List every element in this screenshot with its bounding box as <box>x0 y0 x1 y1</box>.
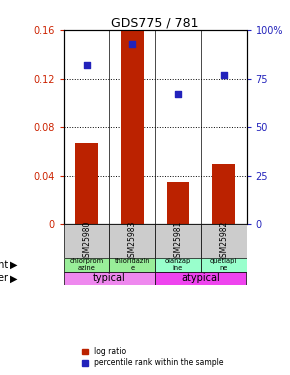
Point <box>84 62 89 68</box>
Text: thioridazin
e: thioridazin e <box>115 258 150 272</box>
Point <box>221 72 226 78</box>
Text: typical: typical <box>93 273 126 284</box>
Point <box>176 91 180 97</box>
Text: GSM25983: GSM25983 <box>128 220 137 262</box>
Bar <box>121 30 144 224</box>
Bar <box>166 182 189 224</box>
Bar <box>64 224 110 258</box>
Text: agent: agent <box>0 260 9 270</box>
Text: atypical: atypical <box>182 273 220 284</box>
Point <box>130 40 135 46</box>
Text: GSM25981: GSM25981 <box>173 220 182 262</box>
Title: GDS775 / 781: GDS775 / 781 <box>111 17 199 30</box>
Bar <box>212 164 235 224</box>
Bar <box>201 258 246 272</box>
Bar <box>64 272 155 285</box>
Bar <box>110 258 155 272</box>
Bar <box>75 143 98 224</box>
Text: chlorprom
azine: chlorprom azine <box>70 258 104 272</box>
Text: GSM25980: GSM25980 <box>82 220 91 262</box>
Bar <box>64 258 110 272</box>
Text: ▶: ▶ <box>10 260 18 270</box>
Text: other: other <box>0 273 9 284</box>
Bar <box>155 258 201 272</box>
Text: quetiapi
ne: quetiapi ne <box>210 258 237 272</box>
Bar <box>110 224 155 258</box>
Bar <box>155 224 201 258</box>
Text: ▶: ▶ <box>10 273 18 284</box>
Text: olanzap
ine: olanzap ine <box>165 258 191 272</box>
Text: GSM25982: GSM25982 <box>219 220 228 262</box>
Bar <box>201 224 246 258</box>
Legend: log ratio, percentile rank within the sample: log ratio, percentile rank within the sa… <box>82 347 224 368</box>
Bar <box>155 272 246 285</box>
